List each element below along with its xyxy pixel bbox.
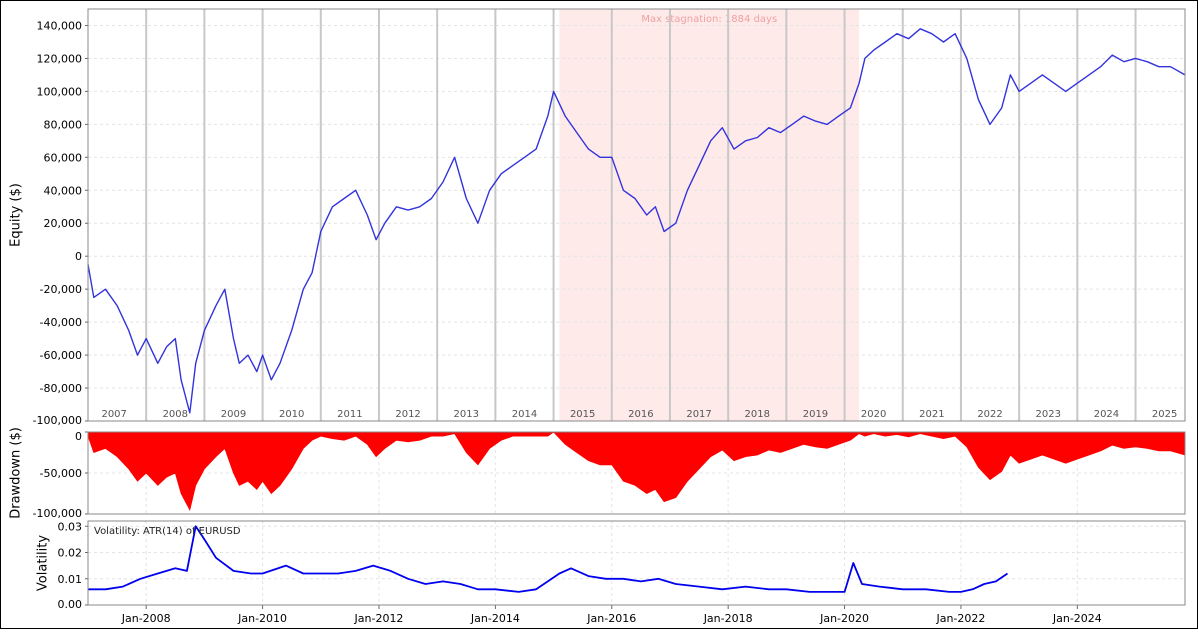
x-tick-label: Jan-2016 [586,612,636,625]
year-label: 2007 [101,409,126,420]
year-label: 2008 [163,409,188,420]
x-tick-label: Jan-2020 [819,612,869,625]
year-label: 2021 [919,409,944,420]
equity-y-axis-label: Equity ($) [9,183,24,247]
volatility-line [88,525,1009,593]
y-tick-label: 20,000 [44,217,83,230]
x-tick-label: Jan-2012 [354,612,404,625]
x-tick-label: Jan-2022 [935,612,985,625]
y-tick-label: -40,000 [40,316,82,329]
y-tick-label: 80,000 [44,118,83,131]
year-label: 2015 [570,409,595,420]
equity-plot-border [87,8,1186,422]
x-tick-label: Jan-2018 [703,612,753,625]
year-label: 2016 [628,409,653,420]
year-label: 2018 [745,409,770,420]
x-axis-ticks: Jan-2008 Jan-2010 Jan-2012 Jan-2014 Jan-2016… [121,605,1102,625]
volatility-y-axis-label: Volatility [36,535,51,591]
year-label: 2012 [395,409,420,420]
year-label: 2024 [1094,409,1119,420]
x-tick-label: Jan-2010 [237,612,287,625]
y-tick-label: 0 [75,430,82,443]
drawdown-y-axis-label: Drawdown ($) [9,427,24,519]
y-tick-label: 100,000 [37,85,83,98]
year-label: 2014 [512,409,537,420]
y-tick-label: 0.00 [58,598,83,611]
volatility-y-ticks: 0.03 0.02 0.01 0.00 [58,520,88,611]
y-tick-label: 140,000 [37,19,83,32]
x-tick-label: Jan-2024 [1052,612,1102,625]
max-stagnation-label: Max stagnation: 1884 days [641,14,777,25]
year-label: 2009 [221,409,246,420]
y-tick-label: 0 [75,250,82,263]
volatility-series [88,525,1009,593]
y-tick-label: 0.01 [58,573,83,586]
drawdown-panel: 0 -50,000 -100,000 Drawdown ($) [9,427,1186,520]
year-boundaries [145,9,1137,421]
year-label: 2010 [279,409,304,420]
year-label: 2011 [337,409,362,420]
year-label: 2022 [977,409,1002,420]
volatility-plot-area [88,521,1185,605]
x-tick-label: Jan-2014 [470,612,520,625]
volatility-plot-border [87,520,1186,606]
y-tick-label: 120,000 [37,52,83,65]
y-tick-label: 0.03 [58,520,83,533]
drawdown-area [87,431,1186,512]
y-tick-label: -50,000 [40,467,82,480]
drawdown-series [87,431,1186,512]
y-tick-label: 40,000 [44,184,83,197]
y-tick-label: -100,000 [33,507,82,520]
volatility-title: Volatility: ATR(14) of EURUSD [94,526,241,537]
equity-series [87,28,1186,414]
equity-panel: Max stagnation: 1884 days 140,000 120,000… [9,8,1186,427]
year-labels: 2007 2008 2009 2010 2011 2012 2013 2014 2015 2016… [101,409,1177,420]
drawdown-plot-border [87,431,1186,515]
year-label: 2013 [454,409,479,420]
x-tick-label: Jan-2008 [121,612,171,625]
year-label: 2019 [803,409,828,420]
max-stagnation-band: Max stagnation: 1884 days [559,9,860,421]
y-tick-label: 60,000 [44,151,83,164]
year-label: 2023 [1036,409,1061,420]
year-label: 2017 [686,409,711,420]
volatility-panel: 0.03 0.02 0.01 0.00 Jan-2008 Jan-2010 Jan-201… [36,520,1186,625]
y-tick-label: 0.02 [58,547,83,560]
year-label: 2020 [861,409,886,420]
drawdown-y-ticks: 0 -50,000 -100,000 [33,430,88,520]
y-tick-label: -60,000 [40,349,82,362]
y-tick-label: -100,000 [33,414,82,427]
equity-y-ticks: 140,000 120,000 100,000 80,000 60,000 40,000 2… [33,19,88,427]
equity-line [87,28,1186,414]
year-label: 2025 [1152,409,1177,420]
max-stagnation-region [559,9,860,421]
y-tick-label: -20,000 [40,283,82,296]
y-tick-label: -80,000 [40,382,82,395]
